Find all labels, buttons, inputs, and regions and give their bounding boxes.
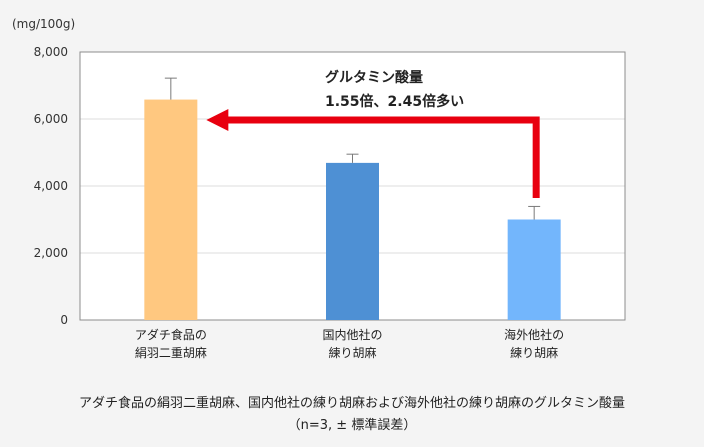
- y-tick-label: 0: [60, 313, 68, 327]
- y-axis-label: (mg/100g): [12, 17, 75, 31]
- caption-line-1: アダチ食品の絹羽二重胡麻、国内他社の練り胡麻および海外他社の練り胡麻のグルタミン…: [78, 396, 625, 411]
- x-tick-label: 練り胡麻: [510, 345, 558, 360]
- bar: [507, 219, 561, 320]
- x-tick-label: 国内他社の: [322, 327, 382, 342]
- bar: [326, 162, 379, 320]
- x-tick-label: 絹羽二重胡麻: [135, 345, 207, 360]
- annotation-text: 1.55倍、2.45倍多い: [325, 93, 464, 110]
- y-tick-label: 8,000: [34, 45, 68, 59]
- y-tick-label: 6,000: [34, 112, 68, 126]
- x-tick-label: 練り胡麻: [328, 345, 376, 360]
- annotation-title: グルタミン酸量: [325, 69, 423, 86]
- caption-line-2: （n=3, ± 標準誤差）: [287, 418, 417, 433]
- y-tick-label: 2,000: [34, 246, 68, 260]
- y-tick-label: 4,000: [34, 179, 68, 193]
- x-tick-label: 海外他社の: [504, 327, 564, 342]
- x-tick-label: アダチ食品の: [135, 327, 207, 342]
- annotation-arrow-line: [226, 116, 540, 198]
- annotation-arrow-head: [206, 109, 229, 131]
- bar: [144, 99, 198, 320]
